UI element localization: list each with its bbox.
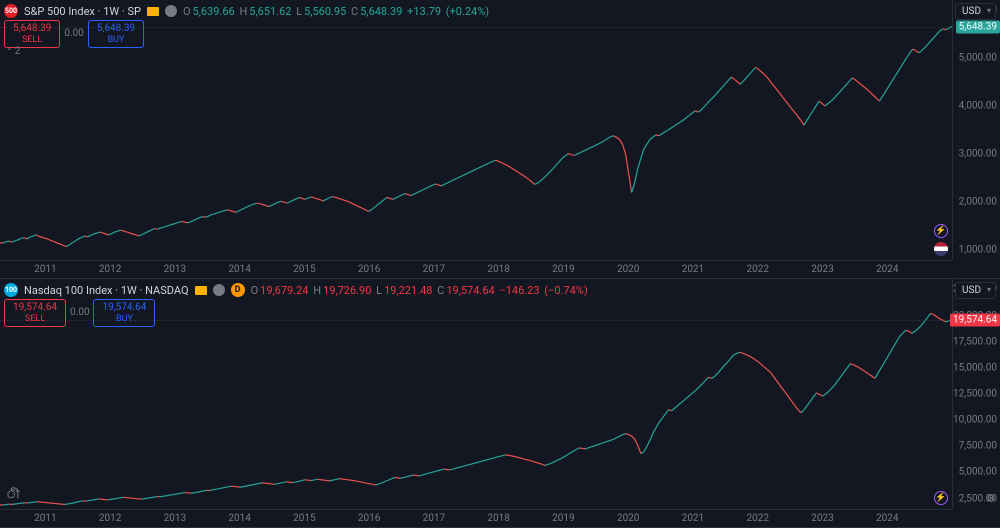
side-icons-top: ⚡ [934, 224, 948, 256]
spread: 0.00 [70, 307, 90, 318]
symbol-icon: 500 [4, 4, 18, 18]
tradingview-logo[interactable]: ী [6, 486, 19, 505]
orderbox-bot: 19,574.64SELL 0.00 19,574.64BUY [4, 299, 155, 327]
sell-button[interactable]: 5,648.39SELL [4, 20, 60, 48]
symbol-name[interactable]: Nasdaq 100 Index · 1W · NASDAQ [24, 284, 189, 297]
delayed-badge: D [231, 283, 245, 297]
buy-button[interactable]: 5,648.39BUY [88, 20, 144, 48]
ohlc-top: O5,639.66 H5,651.62 L5,560.95 C5,648.39 … [183, 5, 491, 18]
legend-bot: 100 Nasdaq 100 Index · 1W · NASDAQ D O19… [4, 283, 590, 297]
chart-panel-nasdaq: 100 Nasdaq 100 Index · 1W · NASDAQ D O19… [0, 279, 1000, 528]
ohlc-bot: O19,679.24 H19,726.90 L19,221.48 C19,574… [251, 284, 590, 297]
symbol-icon: 100 [4, 283, 18, 297]
legend-top: 500 S&P 500 Index · 1W · SP O5,639.66 H5… [4, 4, 491, 18]
more-icon[interactable] [165, 5, 177, 17]
collapse-indicators[interactable]: ⌃2 [6, 46, 20, 57]
side-icons-bot: ⚡ [934, 491, 948, 505]
currency-selector[interactable]: USD [955, 3, 996, 20]
xaxis-bot[interactable]: 2011201220132014201520162017201820192020… [0, 509, 952, 527]
yaxis-bot[interactable]: 22,500.0020,000.0017,500.0015,000.0012,5… [952, 279, 1000, 509]
spread: 0.00 [64, 28, 84, 39]
lightning-icon[interactable]: ⚡ [934, 491, 948, 505]
chart-panel-sp500: 500 S&P 500 Index · 1W · SP O5,639.66 H5… [0, 0, 1000, 279]
flag-icon [147, 7, 159, 16]
orderbox-top: 5,648.39SELL 0.00 5,648.39BUY [4, 20, 144, 48]
more-icon[interactable] [213, 284, 225, 296]
gear-icon[interactable]: ⚙ [986, 492, 996, 505]
xaxis-top[interactable]: 2011201220132014201520162017201820192020… [0, 260, 952, 278]
flag-icon [195, 286, 207, 295]
sell-button[interactable]: 19,574.64SELL [4, 299, 66, 327]
yaxis-top[interactable]: 6,000.005,000.004,000.003,000.002,000.00… [952, 0, 1000, 260]
us-flag-icon[interactable] [934, 242, 948, 256]
buy-button[interactable]: 19,574.64BUY [93, 299, 155, 327]
lightning-icon[interactable]: ⚡ [934, 224, 948, 238]
currency-selector[interactable]: USD [955, 282, 996, 299]
symbol-name[interactable]: S&P 500 Index · 1W · SP [24, 5, 141, 18]
